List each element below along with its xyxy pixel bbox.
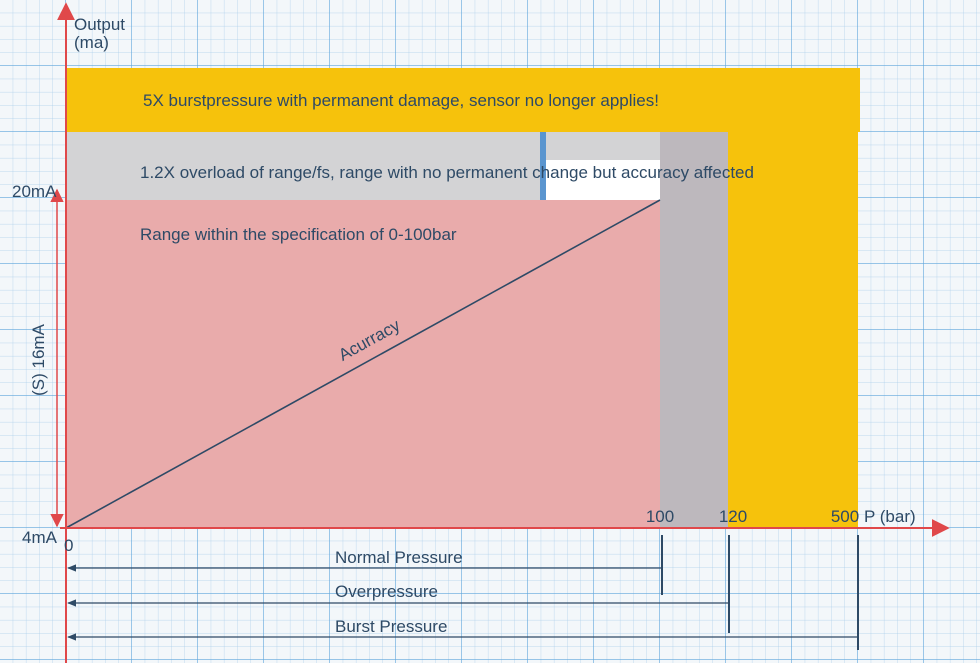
burst-text: 5X burstpressure with permanent damage, …: [143, 91, 659, 110]
overload-white: [546, 160, 660, 200]
x-title: P (bar): [864, 507, 916, 526]
accuracy-line: [65, 199, 661, 529]
overload-text: 1.2X overload of range/fs, range with no…: [140, 163, 754, 182]
y-title: Output: [74, 15, 125, 34]
overload-column: [660, 132, 728, 528]
x-label: 100: [646, 507, 674, 526]
range-label: Normal Pressure: [335, 548, 463, 567]
overload-stripe: [540, 132, 546, 200]
axes: [50, 2, 950, 663]
y-title-unit: (ma): [74, 33, 109, 52]
burst-zone: [66, 68, 860, 132]
y-label-span: (S) 16mA: [29, 323, 48, 395]
range-label: Overpressure: [335, 582, 438, 601]
zones: [66, 68, 860, 528]
y-label-top: 20mA: [12, 182, 57, 201]
burst-column: [728, 132, 858, 528]
x-label: 120: [719, 507, 747, 526]
range-label: Burst Pressure: [335, 617, 447, 636]
range-lines: [67, 535, 859, 650]
y-label-bottom: 4mA: [22, 528, 58, 547]
x-label: 0: [64, 536, 73, 555]
x-label: 500: [831, 507, 859, 526]
range-text: Range within the specification of 0-100b…: [140, 225, 457, 244]
